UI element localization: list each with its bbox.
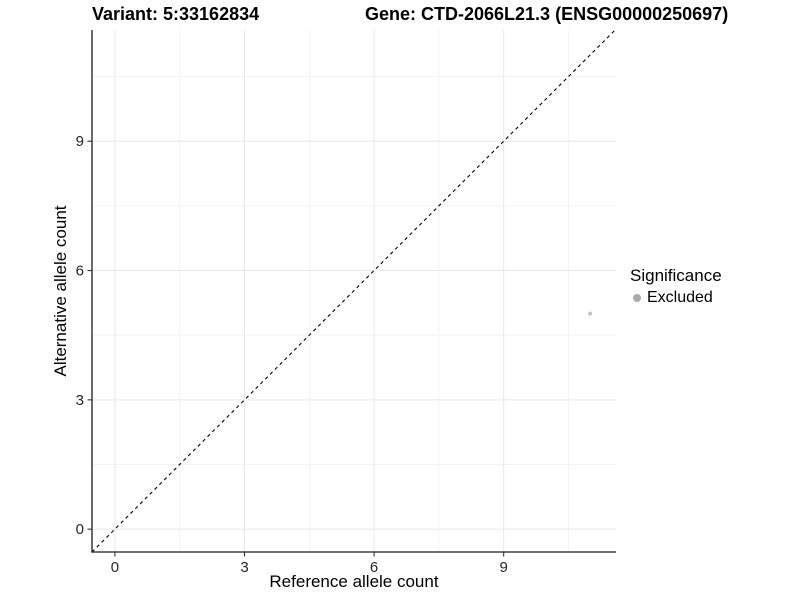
legend-item-label: Excluded — [647, 289, 713, 306]
variant-title: Variant: 5:33162834 — [92, 4, 260, 24]
x-tick-label: 3 — [240, 559, 248, 576]
y-axis-title: Alternative allele count — [51, 205, 70, 377]
data-point-excluded — [588, 311, 593, 316]
y-tick-label: 9 — [76, 133, 84, 150]
gene-title: Gene: CTD-2066L21.3 (ENSG00000250697) — [365, 4, 729, 24]
x-tick-label: 6 — [370, 559, 378, 576]
y-tick-label: 6 — [76, 263, 84, 280]
y-tick-label: 0 — [76, 521, 84, 538]
legend-point-icon — [633, 294, 641, 302]
identity-line — [91, 29, 616, 553]
legend: Significance Excluded — [630, 266, 722, 307]
y-tick-label: 3 — [76, 392, 84, 409]
legend-title: Significance — [630, 266, 722, 285]
x-axis-title: Reference allele count — [269, 572, 439, 591]
x-tick-label: 9 — [500, 559, 508, 576]
legend-item-excluded: Excluded — [633, 289, 722, 307]
x-tick-label: 0 — [111, 559, 119, 576]
